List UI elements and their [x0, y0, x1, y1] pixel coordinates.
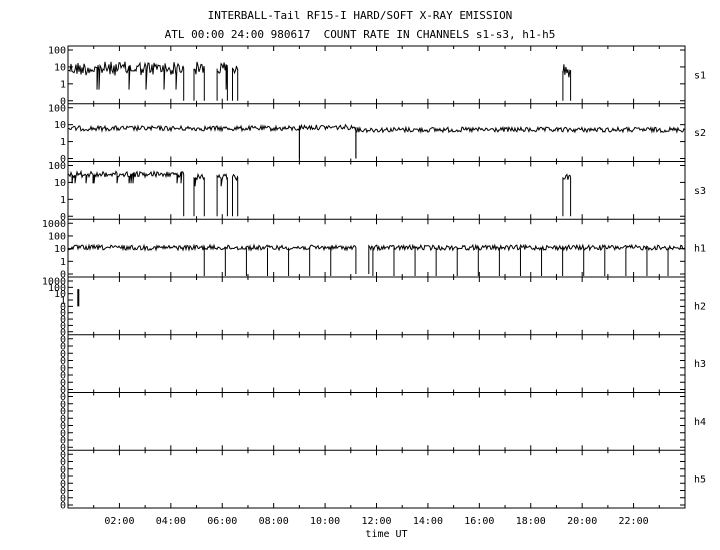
y-tick-label: 10 — [54, 244, 66, 255]
trace-s2 — [67, 124, 300, 159]
y-tick-label: 0 — [60, 321, 66, 332]
x-tick-label: 06:00 — [207, 516, 237, 527]
y-tick-label: 0 — [60, 457, 66, 468]
y-tick-label: 1 — [60, 195, 66, 206]
y-tick-label: 0 — [60, 96, 66, 107]
x-tick-label: 16:00 — [464, 516, 494, 527]
x-tick-label: 22:00 — [619, 516, 649, 527]
y-tick-label: 0 — [60, 308, 66, 319]
y-tick-label: 0 — [60, 212, 66, 223]
trace-s2 — [355, 125, 686, 159]
trace-s3 — [67, 169, 185, 217]
y-tick-label: 0 — [60, 371, 66, 382]
trace-h1 — [67, 243, 357, 274]
trace-s1 — [562, 64, 572, 101]
y-tick-label: 10 — [54, 178, 66, 189]
y-tick-label: 0 — [60, 315, 66, 326]
y-tick-label: 0 — [60, 349, 66, 360]
channel-label-s3: s3 — [694, 186, 706, 197]
trace-h1 — [368, 243, 686, 274]
y-tick-label: 10 — [54, 289, 66, 300]
trace-s3 — [562, 173, 572, 217]
trace-s3 — [232, 173, 239, 217]
channel-label-s1: s1 — [694, 70, 706, 81]
channel-label-s2: s2 — [694, 128, 706, 139]
y-tick-label: 100 — [48, 231, 66, 242]
trace-s1 — [232, 65, 239, 101]
x-axis-label: time UT — [365, 529, 407, 540]
y-tick-label: 0 — [60, 399, 66, 410]
y-tick-label: 100 — [48, 103, 66, 114]
x-tick-label: 10:00 — [310, 516, 340, 527]
y-tick-label: 1000 — [42, 277, 66, 288]
trace-s1 — [193, 61, 205, 101]
y-tick-label: 0 — [60, 407, 66, 418]
y-tick-label: 0 — [60, 392, 66, 403]
trace-h2 — [77, 288, 80, 307]
y-tick-label: 1000 — [42, 219, 66, 230]
y-tick-label: 0 — [60, 450, 66, 461]
y-tick-label: 10 — [54, 62, 66, 73]
y-tick-label: 0 — [60, 270, 66, 281]
y-tick-label: 1 — [60, 79, 66, 90]
x-tick-label: 20:00 — [567, 516, 597, 527]
x-tick-label: 04:00 — [156, 516, 186, 527]
y-tick-label: 0 — [60, 436, 66, 447]
y-tick-label: 0 — [60, 334, 66, 345]
channel-label-h2: h2 — [694, 301, 706, 312]
y-tick-label: 0 — [60, 342, 66, 353]
y-tick-label: 0 — [60, 479, 66, 490]
x-tick-label: 18:00 — [516, 516, 546, 527]
chart-subtitle: ATL 00:00 24:00 980617 COUNT RATE IN CHA… — [164, 28, 556, 41]
y-tick-label: 10 — [54, 120, 66, 131]
y-tick-label: 100 — [48, 283, 66, 294]
trace-s3 — [193, 172, 205, 217]
y-tick-label: 0 — [60, 472, 66, 483]
y-tick-label: 0 — [60, 302, 66, 313]
trace-s2 — [298, 123, 357, 159]
y-tick-label: 0 — [60, 363, 66, 374]
channel-label-h1: h1 — [694, 244, 706, 255]
y-tick-label: 0 — [60, 154, 66, 165]
y-tick-label: 0 — [60, 378, 66, 389]
y-tick-label: 100 — [48, 46, 66, 57]
channel-label-h3: h3 — [694, 359, 706, 370]
y-tick-label: 0 — [60, 464, 66, 475]
x-tick-label: 12:00 — [361, 516, 391, 527]
y-tick-label: 0 — [60, 486, 66, 497]
y-tick-label: 1 — [60, 137, 66, 148]
trace-s1 — [216, 62, 228, 101]
x-tick-label: 02:00 — [104, 516, 134, 527]
y-tick-label: 100 — [48, 161, 66, 172]
y-tick-label: 0 — [60, 501, 66, 512]
trace-s3 — [216, 173, 228, 217]
y-tick-label: 0 — [60, 327, 66, 338]
x-tick-label: 14:00 — [413, 516, 443, 527]
y-tick-label: 0 — [60, 385, 66, 396]
y-tick-label: 0 — [60, 414, 66, 425]
y-tick-label: 0 — [60, 356, 66, 367]
x-tick-label: 08:00 — [259, 516, 289, 527]
chart-title: INTERBALL-Tail RF15-I HARD/SOFT X-RAY EM… — [207, 9, 513, 22]
trace-s1 — [67, 61, 185, 101]
y-tick-label: 1 — [60, 257, 66, 268]
channel-label-h4: h4 — [694, 417, 706, 428]
y-tick-label: 0 — [60, 428, 66, 439]
y-tick-label: 0 — [60, 443, 66, 454]
y-tick-label: 0 — [60, 421, 66, 432]
y-tick-label: 0 — [60, 493, 66, 504]
channel-label-h5: h5 — [694, 475, 706, 486]
y-tick-label: 1 — [60, 296, 66, 307]
